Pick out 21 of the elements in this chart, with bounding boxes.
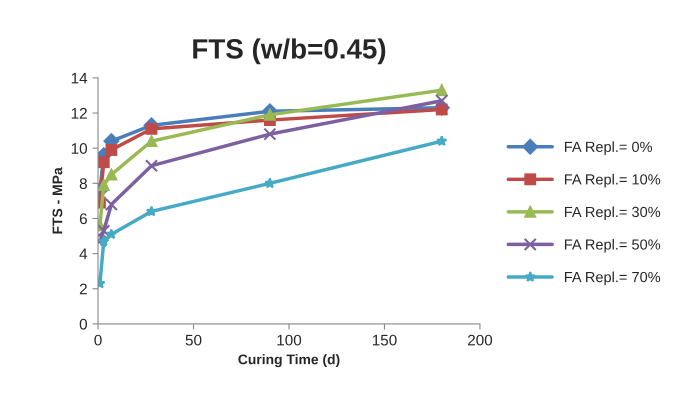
y-tick-label: 10 [72,143,88,154]
legend-label: FA Repl.= 10% [564,174,660,188]
y-tick-label: 6 [80,213,87,224]
x-tick-label: 100 [277,334,302,346]
x-tick-label: 150 [372,334,397,346]
x-tick-label: 200 [468,334,492,346]
legend-label: FA Repl.= 0% [564,141,652,155]
legend-label: FA Repl.= 50% [564,238,660,253]
x-tick-label: 50 [186,334,202,346]
y-tick-label: 8 [80,178,87,190]
legend-label: FA Repl.= 30% [564,206,660,220]
y-tick-label: 12 [72,108,87,119]
x-axis-title: Curing Time (d) [238,354,340,368]
y-tick-label: 14 [72,72,88,84]
x-tick-label: 0 [94,334,102,346]
chart-title: FTS (w/b=0.45) [193,38,386,64]
y-tick-label: 2 [80,284,87,294]
y-axis-title: FTS - MPa [52,167,62,234]
legend-label: FA Repl.= 70% [564,272,660,286]
y-tick-label: 0 [80,318,88,330]
y-tick-label: 4 [79,248,88,260]
